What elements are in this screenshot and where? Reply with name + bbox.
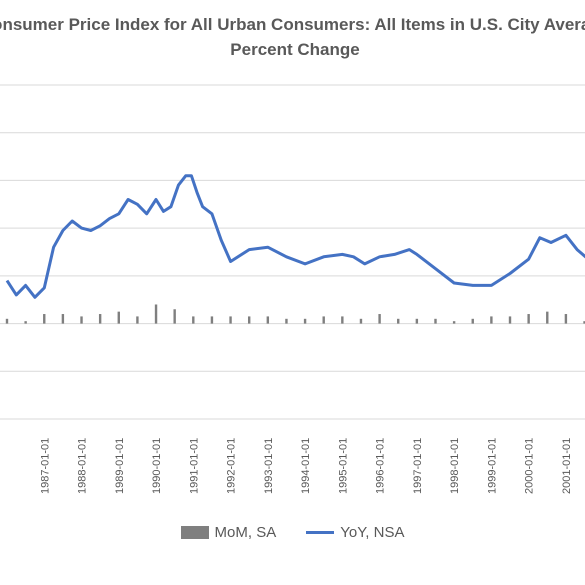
x-tick-label: 1989-01-01 — [114, 438, 126, 494]
mom-bar — [359, 318, 363, 324]
mom-bar — [5, 318, 9, 324]
mom-bar — [546, 311, 549, 324]
legend-label-yoy: YoY, NSA — [340, 523, 405, 541]
mom-bar — [192, 316, 195, 324]
legend-swatch-line — [306, 530, 335, 534]
mom-bar — [154, 304, 158, 324]
x-tick-label: 2001-01-01 — [561, 438, 573, 494]
legend-label-mom: MoM, SA — [214, 523, 277, 541]
chart-title-line2: Percent Change — [230, 40, 360, 59]
mom-bar — [210, 316, 214, 324]
x-tick-label: 1995-01-01 — [337, 438, 349, 494]
mom-bar — [43, 314, 46, 324]
chart-title: Consumer Price Index for All Urban Consu… — [0, 12, 585, 62]
mom-bar — [415, 318, 419, 324]
x-tick-label: 1992-01-01 — [226, 438, 238, 494]
mom-bar — [490, 316, 493, 324]
x-tick-label: 1994-01-01 — [300, 438, 312, 494]
gridlines — [0, 84, 585, 420]
chart-title-line1: Consumer Price Index for All Urban Consu… — [0, 15, 585, 34]
x-tick-label: 1987-01-01 — [39, 438, 51, 494]
mom-bar — [247, 316, 251, 324]
x-tick-label: 1988-01-01 — [77, 438, 89, 494]
mom-bar — [434, 318, 437, 324]
mom-bar — [98, 314, 102, 324]
x-axis-ticks: 1987-01-01 1988-01-01 1989-01-01 1990-01-01… — [39, 438, 573, 494]
mom-bar — [61, 314, 65, 324]
x-tick-label: 1997-01-01 — [412, 438, 424, 494]
mom-bar — [303, 318, 307, 324]
mom-bar — [378, 314, 381, 324]
mom-bar — [266, 316, 270, 324]
mom-bar — [452, 321, 456, 324]
x-tick-label: 1999-01-01 — [486, 438, 498, 494]
mom-bars — [5, 304, 585, 324]
yoy-line — [5, 174, 585, 299]
x-tick-label: 1990-01-01 — [151, 438, 163, 494]
mom-bar — [564, 314, 568, 324]
mom-bar — [322, 316, 325, 324]
yoy-line-layer — [5, 174, 585, 299]
mom-bar — [471, 318, 474, 324]
legend-item-mom: MoM, SA — [180, 523, 277, 541]
x-tick-label: 1991-01-01 — [188, 438, 200, 494]
mom-bar — [173, 309, 176, 324]
mom-bar — [527, 314, 530, 324]
legend: MoM, SA YoY, NSA — [0, 522, 585, 542]
x-tick-label: 1996-01-01 — [375, 438, 387, 494]
legend-item-yoy: YoY, NSA — [306, 524, 404, 541]
mom-bar — [583, 321, 585, 324]
mom-bar — [397, 318, 400, 324]
legend-swatch-bar — [180, 525, 209, 539]
x-tick-label: 1998-01-01 — [449, 438, 461, 494]
x-tick-label: 2000-01-01 — [524, 438, 536, 494]
mom-bar — [117, 311, 120, 324]
mom-bar — [285, 318, 288, 324]
mom-bar — [24, 321, 27, 324]
mom-bar — [341, 316, 344, 324]
mom-bar — [80, 316, 83, 324]
mom-bar — [508, 316, 512, 324]
mom-bar — [136, 316, 139, 324]
x-tick-label: 1993-01-01 — [263, 438, 275, 494]
mom-bar — [229, 316, 232, 324]
